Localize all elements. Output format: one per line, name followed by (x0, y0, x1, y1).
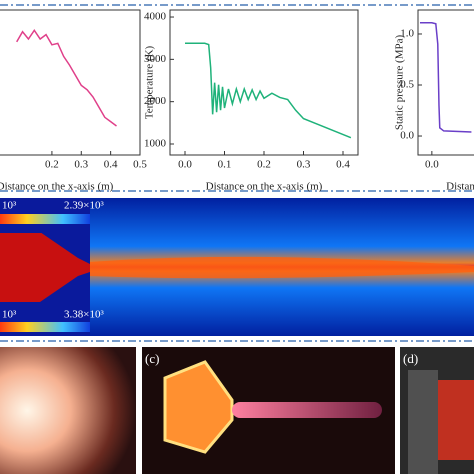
y-tick-label: 4000 (144, 11, 167, 23)
colorbar-label: 10³ (2, 309, 17, 321)
photos: (c) (d) (0, 347, 474, 474)
burner (163, 360, 234, 454)
x-tick-label: 0.0 (425, 159, 439, 171)
colorbar (0, 214, 90, 224)
colorbar-label: 3.38×10³ (64, 309, 104, 321)
panel-label: (c) (145, 351, 159, 366)
x-tick-label: 0.3 (74, 159, 88, 171)
colorbar (0, 322, 90, 332)
device-flame (438, 380, 474, 460)
plot-frame (169, 9, 359, 156)
x-tick-label: 0.2 (257, 159, 271, 171)
x-tick-label: 0.3 (297, 159, 311, 171)
x-axis-label: Distance on the x-axis (m) (206, 181, 323, 193)
charts: 0.2 0.3 0.4 0.5 Distance on the x-axis (m) 0.… (0, 9, 474, 193)
y-tick-label: 3000 (144, 53, 167, 65)
y-tick-label: 0.5 (400, 79, 414, 91)
x-tick-label: 0.2 (45, 159, 59, 171)
contour-panel: 10³ 2.39×10³ 10³ 3.38×10³ (0, 198, 474, 336)
plot-frame (417, 9, 474, 156)
x-tick-label: 0.0 (178, 159, 192, 171)
photo-b (0, 347, 136, 474)
colorbar-label: 2.39×10³ (64, 200, 104, 212)
x-tick-label: 0.1 (218, 159, 232, 171)
jet-core (90, 256, 474, 279)
x-tick-label: 0.5 (133, 159, 147, 171)
y-tick-label: 2000 (144, 95, 167, 107)
y-tick-label: 1000 (144, 138, 167, 150)
y-axis-label: Temperature (K) (144, 45, 156, 119)
x-tick-label: 0.4 (336, 159, 350, 171)
colorbar-label: 10³ (2, 200, 17, 212)
panel-label: (d) (403, 351, 418, 366)
y-tick-label: 0.0 (400, 130, 414, 142)
x-axis-label: Distance on the x-axis (m) (0, 181, 114, 193)
data-line (419, 22, 472, 133)
separators (0, 4, 474, 342)
plume (232, 402, 382, 418)
data-line (185, 42, 352, 139)
data-line (16, 28, 117, 127)
x-tick-label: 0.4 (104, 159, 118, 171)
x-axis-label: Distance on the x-axis (m) (446, 181, 474, 193)
device (408, 370, 438, 474)
y-axis-label: Static pressure (MPa) (394, 35, 406, 131)
plot-frame (0, 9, 141, 156)
y-tick-label: 1.0 (400, 28, 414, 40)
nozzle (0, 232, 90, 302)
